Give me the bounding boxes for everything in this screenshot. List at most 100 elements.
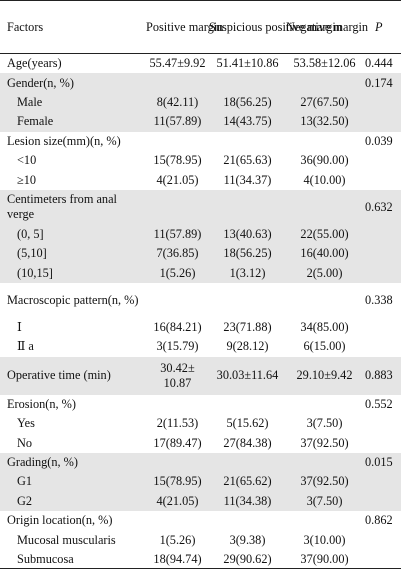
table-row: <10 15(78.95) 21(65.63) 36(90.00) — [0, 151, 401, 170]
table-row: Gender(n, %) 0.174 — [0, 73, 401, 93]
table-row: Erosion(n, %) 0.552 — [0, 395, 401, 414]
negative-value: 37(92.50) — [300, 474, 349, 489]
suspicious-value: 9(28.12) — [226, 339, 269, 354]
row-factor: <10 — [17, 153, 37, 168]
row-factor: No — [17, 435, 33, 450]
negative-value: 22(55.00) — [300, 226, 349, 241]
positive-value: 3(15.79) — [156, 339, 199, 354]
positive-value: 15(78.95) — [153, 153, 202, 168]
row-factor: Macroscopic pattern(n, %) — [7, 292, 139, 307]
row-factor: Origin location(n, %) — [7, 513, 113, 528]
suspicious-value: 11(34.38) — [223, 493, 272, 508]
positive-value: 2(11.53) — [156, 416, 199, 431]
table-row: ≥10 4(21.05) 11(34.37) 4(10.00) — [0, 170, 401, 189]
row-factor: (5,10] — [17, 246, 47, 261]
negative-value: 27(67.50) — [300, 94, 349, 109]
table-row: Age(years) 55.47±9.92 51.41±10.86 53.58±… — [0, 54, 401, 73]
suspicious-value: 18(56.25) — [223, 94, 272, 109]
p-value: 0.015 — [365, 455, 393, 470]
p-value: 0.862 — [365, 513, 393, 528]
positive-value: 11(57.89) — [153, 226, 202, 241]
row-factor: Grading(n, %) — [7, 455, 79, 470]
header-positive-margin: Positive margin — [146, 20, 224, 34]
header-p-value: P — [375, 20, 383, 34]
positive-value: 55.47±9.92 — [149, 56, 206, 71]
positive-value: 30.42± 10.87 — [160, 360, 195, 390]
table-row: Female 11(57.89) 14(43.75) 13(32.50) — [0, 112, 401, 132]
suspicious-value: 29(90.62) — [223, 551, 272, 566]
table-row: Lesion size(mm)(n, %) 0.039 — [0, 132, 401, 151]
row-factor: Erosion(n, %) — [7, 396, 76, 411]
suspicious-value: 27(84.38) — [223, 435, 272, 450]
negative-value: 29.10±9.42 — [296, 368, 353, 383]
row-factor: (0, 5] — [17, 226, 44, 241]
row-factor: G1 — [17, 474, 33, 489]
negative-value: 2(5.00) — [306, 265, 343, 280]
header-factors: Factors — [7, 20, 44, 34]
table-row: No 17(89.47) 27(84.38) 37(92.50) — [0, 433, 401, 452]
row-factor: G2 — [17, 493, 33, 508]
table-row: Submucosa 18(94.74) 29(90.62) 37(90.00) — [0, 550, 401, 570]
p-value: 0.883 — [365, 368, 393, 383]
table-row: Macroscopic pattern(n, %) 0.338 — [0, 283, 401, 318]
table-header: Factors Positive margin Suspicious posit… — [0, 0, 401, 54]
negative-value: 3(7.50) — [306, 493, 343, 508]
suspicious-value: 1(3.12) — [229, 265, 266, 280]
row-factor: Submucosa — [17, 551, 74, 566]
positive-value: 16(84.21) — [153, 320, 202, 335]
p-value: 0.632 — [365, 199, 393, 214]
negative-value: 37(90.00) — [300, 551, 349, 566]
positive-value: 1(5.26) — [159, 265, 196, 280]
negative-value: 13(32.50) — [300, 114, 349, 129]
suspicious-value: 14(43.75) — [223, 114, 272, 129]
table-row: Mucosal muscularis 1(5.26) 3(9.38) 3(10.… — [0, 530, 401, 549]
row-factor: (10,15] — [17, 265, 53, 280]
table-row: (0, 5] 11(57.89) 13(40.63) 22(55.00) — [0, 224, 401, 245]
suspicious-value: 23(71.88) — [223, 320, 272, 335]
suspicious-value: 51.41±10.86 — [216, 56, 279, 71]
row-factor: Centimeters from anal verge — [7, 191, 117, 222]
positive-value: 11(57.89) — [153, 114, 202, 129]
row-factor: Ⅰ — [17, 320, 22, 335]
positive-value: 8(42.11) — [156, 94, 199, 109]
table-row: Yes 2(11.53) 5(15.62) 3(7.50) — [0, 414, 401, 433]
row-factor: Gender(n, %) — [7, 75, 74, 90]
negative-value: 34(85.00) — [300, 320, 349, 335]
table-row: (10,15] 1(5.26) 1(3.12) 2(5.00) — [0, 263, 401, 283]
suspicious-value: 21(65.62) — [223, 474, 272, 489]
suspicious-value: 3(9.38) — [229, 532, 266, 547]
positive-value: 15(78.95) — [153, 474, 202, 489]
row-factor: Operative time (min) — [7, 367, 111, 382]
table-row: G1 15(78.95) 21(65.62) 37(92.50) — [0, 472, 401, 492]
row-factor: ≥10 — [17, 172, 37, 187]
table-row: Ⅰ 16(84.21) 23(71.88) 34(85.00) — [0, 318, 401, 337]
suspicious-value: 18(56.25) — [223, 246, 272, 261]
negative-value: 3(7.50) — [306, 416, 343, 431]
table-row: Male 8(42.11) 18(56.25) 27(67.50) — [0, 92, 401, 113]
positive-value: 4(21.05) — [156, 493, 199, 508]
negative-value: 36(90.00) — [300, 153, 349, 168]
row-factor: Age(years) — [7, 56, 62, 71]
p-value: 0.552 — [365, 396, 393, 411]
table-row: Grading(n, %) 0.015 — [0, 452, 401, 473]
row-factor: Yes — [17, 416, 35, 431]
positive-value: 4(21.05) — [156, 172, 199, 187]
negative-value: 16(40.00) — [300, 246, 349, 261]
negative-value: 37(92.50) — [300, 435, 349, 450]
p-value: 0.039 — [365, 133, 393, 148]
row-factor: Mucosal muscularis — [17, 532, 116, 547]
suspicious-value: 5(15.62) — [226, 416, 269, 431]
table-row: (5,10] 7(36.85) 18(56.25) 16(40.00) — [0, 244, 401, 264]
p-value: 0.338 — [365, 292, 393, 307]
row-factor: Male — [17, 94, 43, 109]
table-row: Origin location(n, %) 0.862 — [0, 511, 401, 530]
positive-value: 18(94.74) — [153, 551, 202, 566]
suspicious-value: 13(40.63) — [223, 226, 272, 241]
row-factor: Female — [17, 114, 54, 129]
negative-value: 53.58±12.06 — [293, 56, 356, 71]
table-row: Ⅱ a 3(15.79) 9(28.12) 6(15.00) — [0, 337, 401, 356]
positive-value: 1(5.26) — [159, 532, 196, 547]
table-row: Operative time (min) 30.42± 10.87 30.03±… — [0, 356, 401, 395]
positive-value: 7(36.85) — [156, 246, 199, 261]
